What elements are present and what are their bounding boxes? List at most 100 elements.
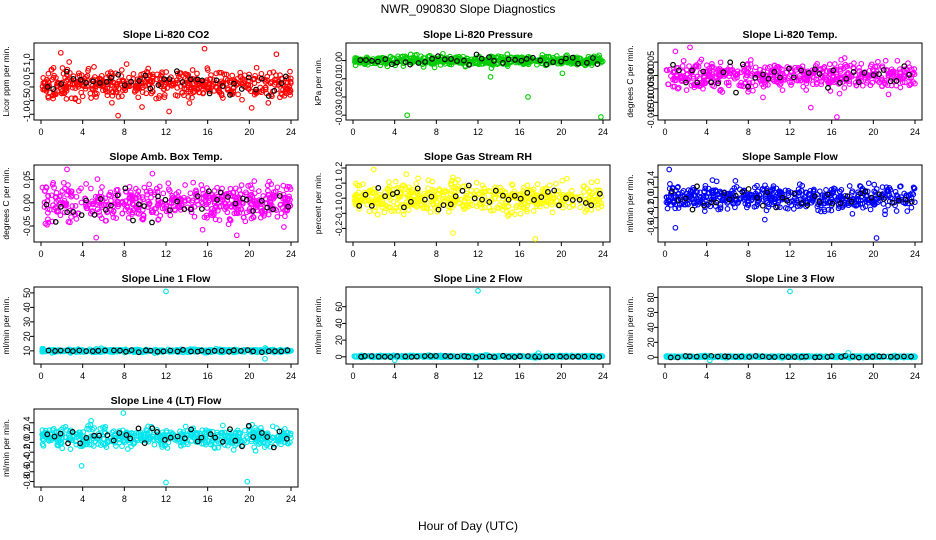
reference-point xyxy=(829,200,836,207)
data-point xyxy=(189,94,195,101)
data-point xyxy=(218,69,225,76)
y-tick-label: 0.0 xyxy=(22,81,32,94)
data-point xyxy=(594,178,601,185)
data-point xyxy=(177,203,183,210)
reference-point xyxy=(459,187,466,194)
data-point xyxy=(448,188,455,194)
data-point xyxy=(451,188,457,194)
reference-point xyxy=(198,206,205,212)
reference-point xyxy=(422,59,429,65)
data-point xyxy=(83,203,89,210)
data-point xyxy=(50,74,57,81)
data-point xyxy=(398,185,405,192)
data-point xyxy=(133,83,139,90)
reference-point xyxy=(440,202,447,209)
data-point xyxy=(282,194,289,201)
reference-point xyxy=(187,76,194,83)
reference-point xyxy=(563,55,569,62)
x-tick-label: 4 xyxy=(392,127,397,137)
reference-point xyxy=(83,348,90,355)
data-point xyxy=(67,219,73,226)
data-point xyxy=(115,198,121,205)
data-point xyxy=(167,212,174,219)
data-point xyxy=(664,205,671,212)
data-point xyxy=(49,181,56,188)
reference-point xyxy=(381,353,388,360)
data-point xyxy=(156,95,162,101)
reference-point xyxy=(181,206,188,213)
data-point xyxy=(675,205,682,211)
data-point xyxy=(882,207,888,214)
reference-point xyxy=(471,195,478,202)
data-point xyxy=(521,205,528,211)
data-point xyxy=(280,182,287,189)
data-point xyxy=(227,217,234,224)
x-tick-label: 0 xyxy=(662,371,667,381)
data-point xyxy=(366,57,372,63)
reference-point xyxy=(270,206,277,213)
data-point xyxy=(800,83,807,90)
data-point xyxy=(895,195,902,202)
reference-point xyxy=(550,59,556,65)
data-point xyxy=(153,205,159,212)
reference-point xyxy=(415,60,422,66)
outlier-point xyxy=(559,70,566,77)
data-point xyxy=(908,66,915,73)
data-point xyxy=(132,195,139,202)
data-point xyxy=(127,207,134,214)
data-point xyxy=(886,72,892,79)
data-point xyxy=(352,62,359,69)
reference-point xyxy=(518,57,525,64)
data-point xyxy=(199,200,206,207)
x-tick-label: 16 xyxy=(827,371,837,381)
y-tick-label: -0.015 xyxy=(646,103,656,129)
reference-point xyxy=(130,217,136,224)
reference-point xyxy=(447,201,454,208)
data-point xyxy=(751,71,758,78)
reference-point xyxy=(726,196,733,203)
data-point xyxy=(265,187,271,194)
data-point xyxy=(785,190,792,196)
reference-point xyxy=(524,189,531,196)
data-point xyxy=(221,71,228,78)
reference-point xyxy=(862,188,869,195)
data-point xyxy=(745,193,751,199)
data-point xyxy=(436,187,443,194)
data-point xyxy=(115,85,122,92)
data-point xyxy=(371,208,378,214)
reference-point xyxy=(64,347,71,354)
reference-point xyxy=(238,86,245,92)
data-point xyxy=(65,182,71,188)
data-point xyxy=(846,81,853,87)
data-point xyxy=(424,190,431,197)
reference-point xyxy=(575,60,581,67)
data-point xyxy=(194,86,201,93)
data-point xyxy=(149,73,156,80)
data-point xyxy=(431,188,437,194)
data-point xyxy=(251,178,258,184)
data-point xyxy=(855,75,862,82)
x-tick-label: 16 xyxy=(203,371,213,381)
data-point xyxy=(68,214,74,220)
data-point xyxy=(530,208,537,214)
data-point xyxy=(893,69,900,76)
data-point xyxy=(581,189,587,195)
data-point xyxy=(596,198,603,204)
reference-point xyxy=(272,348,278,355)
data-point xyxy=(160,190,167,197)
data-point xyxy=(140,215,147,222)
outlier-point xyxy=(93,234,100,241)
data-point xyxy=(701,208,708,214)
y-tick-label: -0.03 xyxy=(334,105,344,126)
data-point xyxy=(268,347,275,354)
data-point xyxy=(593,187,599,194)
reference-point xyxy=(218,347,225,354)
data-point xyxy=(126,195,133,201)
data-point xyxy=(97,212,103,219)
reference-point xyxy=(394,59,400,66)
data-point xyxy=(447,191,454,197)
data-point xyxy=(671,83,678,90)
data-point xyxy=(360,191,367,198)
data-point xyxy=(495,196,502,202)
